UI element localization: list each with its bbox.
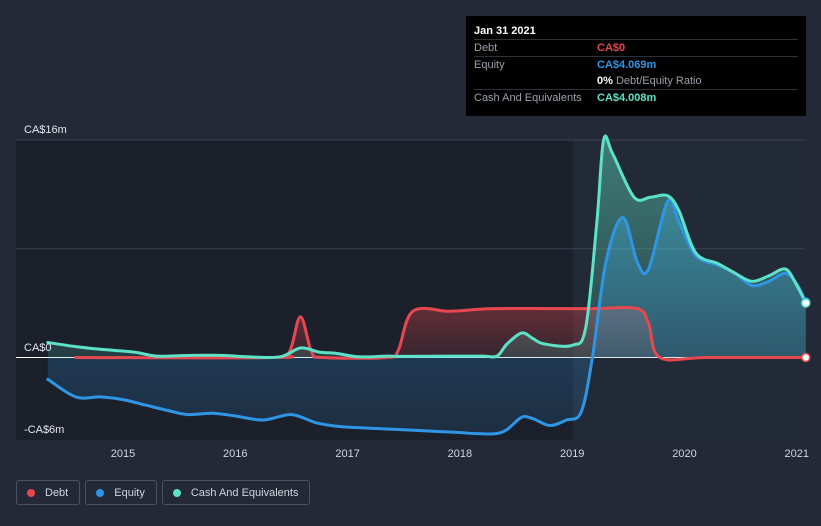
legend: Debt Equity Cash And Equivalents (16, 480, 315, 507)
legend-item-debt[interactable]: Debt (16, 480, 81, 505)
cash-line (46, 134, 808, 360)
tooltip-row-cash: Cash And Equivalents CA$4.008m (474, 89, 798, 106)
x-tick-label: 2019 (560, 448, 584, 460)
debt-dot-icon (27, 488, 35, 497)
debt-line (74, 306, 808, 362)
tooltip-debt-value: CA$0 (597, 42, 626, 54)
cash-end-marker (801, 298, 811, 308)
x-tick-label: 2017 (335, 448, 359, 460)
tooltip-row-ratio: 0% Debt/Equity Ratio (474, 73, 798, 89)
tooltip-equity-value: CA$4.069m (597, 59, 657, 71)
tooltip-cash-label: Cash And Equivalents (474, 92, 582, 104)
legend-label-cash: Cash And Equivalents (190, 486, 299, 499)
tooltip-row-debt: Debt CA$0 (474, 39, 798, 56)
x-tick-label: 2015 (111, 448, 135, 460)
x-tick-label: 2020 (672, 448, 696, 460)
legend-item-equity[interactable]: Equity (85, 480, 157, 505)
debt-end-marker (801, 352, 811, 363)
tooltip-debt-label: Debt (474, 42, 498, 54)
y-tick-label: CA$16m (24, 124, 67, 136)
y-tick-label: -CA$6m (24, 424, 64, 436)
legend-label-debt: Debt (45, 486, 69, 499)
tooltip-ratio-label (474, 73, 597, 89)
equity-line (46, 197, 808, 436)
tooltip-ratio-caption: Debt/Equity Ratio (615, 75, 702, 87)
equity-dot-icon (96, 488, 105, 497)
legend-item-cash[interactable]: Cash And Equivalents (161, 480, 311, 505)
tooltip-ratio-value: 0% Debt/Equity Ratio (597, 73, 702, 89)
legend-label-equity: Equity (114, 486, 145, 499)
y-tick-label: CA$0 (24, 342, 52, 354)
tooltip: Jan 31 2021 Debt CA$0 Equity CA$4.069m 0… (466, 16, 806, 116)
tooltip-equity-label: Equity (474, 59, 505, 71)
tooltip-date: Jan 31 2021 (474, 25, 536, 37)
x-tick-label: 2016 (223, 448, 247, 460)
x-tick-label: 2018 (448, 448, 472, 460)
cash-area (47, 136, 806, 358)
tooltip-cash-value: CA$4.008m (597, 92, 657, 104)
cash-dot-icon (172, 488, 181, 497)
tooltip-row-equity: Equity CA$4.069m (474, 56, 798, 73)
tooltip-ratio-percent: 0% (597, 75, 613, 87)
x-tick-label: 2021 (785, 448, 809, 460)
